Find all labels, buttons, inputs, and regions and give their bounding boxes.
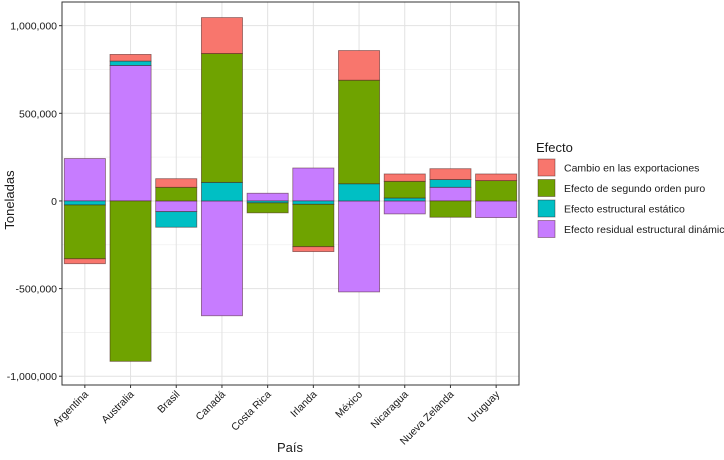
bar-irlanda-3 (292, 200, 335, 205)
legend: Efecto Cambio en las exportaciones Efecto… (536, 140, 724, 238)
y-tick-label: -1,000,000 (7, 371, 57, 383)
bar-nueva-zelanda-1 (429, 168, 472, 180)
bar-nueva-zelanda-2 (429, 200, 472, 218)
bar-méxico-2 (338, 79, 381, 185)
bars (63, 17, 518, 362)
legend-label: Cambio en las exportaciones (564, 163, 699, 175)
bar-uruguay-4 (475, 200, 518, 219)
bar-argentina-3 (63, 200, 106, 206)
bar-brasil-3 (155, 211, 198, 228)
panel-border (61, 1, 520, 386)
bar-canadá-3 (200, 181, 243, 202)
bar-méxico-3 (338, 183, 381, 202)
bar-uruguay-2 (475, 180, 518, 202)
bar-nueva-zelanda-4 (429, 186, 472, 202)
bar-canadá-2 (200, 53, 243, 183)
bar-argentina-2 (63, 204, 106, 260)
bar-australia-1 (109, 54, 152, 62)
bar-australia-2 (109, 200, 152, 362)
bar-australia-3 (109, 60, 152, 66)
bar-argentina-4 (63, 158, 106, 202)
bar-méxico-1 (338, 50, 381, 81)
y-tick-label: -500,000 (16, 284, 58, 296)
bar-nicaragua-4 (383, 200, 426, 215)
legend-label: Efecto de segundo orden puro (564, 183, 705, 195)
legend-key (537, 220, 556, 238)
bar-canadá-1 (200, 17, 243, 54)
legend-key (537, 179, 556, 197)
bar-nicaragua-3 (383, 197, 426, 202)
bar-argentina-1 (63, 258, 106, 265)
y-axis: -1,000,000 -500,000 0 500,000 1,000,000 (7, 21, 62, 383)
y-axis-title: Toneladas (2, 170, 17, 230)
bar-irlanda-1 (292, 246, 335, 253)
bar-nueva-zelanda-3 (429, 179, 472, 188)
bar-brasil-2 (155, 186, 198, 202)
legend-key (537, 158, 556, 177)
bar-uruguay-1 (475, 173, 518, 182)
bar-nicaragua-2 (383, 180, 426, 199)
x-axis-title: País (277, 440, 304, 455)
bar-australia-4 (109, 65, 152, 202)
legend-title: Efecto (536, 140, 573, 155)
bar-brasil-4 (155, 200, 198, 213)
y-tick-label: 500,000 (19, 108, 57, 120)
bar-canadá-4 (200, 200, 243, 317)
bar-méxico-4 (338, 200, 381, 293)
bar-costa-rica-2 (246, 202, 289, 214)
bar-costa-rica-4 (246, 192, 289, 202)
bar-brasil-1 (155, 178, 198, 188)
y-tick-label: 1,000,000 (10, 21, 57, 33)
bar-nicaragua-1 (383, 173, 426, 182)
y-tick-label: 0 (51, 196, 57, 208)
legend-label: Efecto estructural estático (564, 204, 685, 216)
bar-irlanda-2 (292, 203, 335, 248)
legend-key (537, 199, 556, 218)
legend-label: Efecto residual estructural dinámico (564, 224, 724, 236)
bar-irlanda-4 (292, 167, 335, 202)
